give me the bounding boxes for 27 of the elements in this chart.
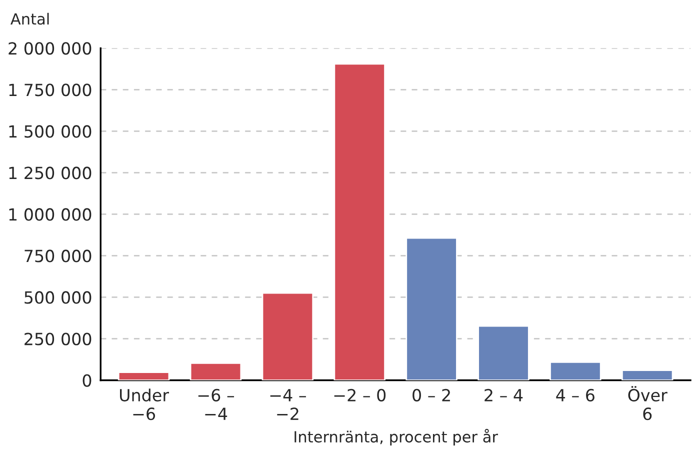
y-axis-title: Antal [10,12,49,25]
y-tick-label: 1 500 000 [9,125,92,138]
y-tick-label: 1 000 000 [9,208,92,221]
x-axis-title: Internränta, procent per år [294,428,498,446]
bar [406,237,458,380]
y-tick-label: 750 000 [24,250,92,262]
bar [621,370,674,380]
x-tick-label: 0 – 2 [412,388,450,402]
y-tick-label: 2 000 000 [8,42,92,55]
x-tick-label: −6 – −4 [198,388,234,420]
y-tick-label: 500 000 [24,291,92,304]
bar [550,361,602,380]
bar [262,292,314,380]
x-tick-label: 4 – 6 [556,388,594,402]
bar [190,362,242,380]
x-tick-label: Över 6 [628,386,668,420]
x-tick-label: Under −6 [120,388,170,420]
y-tick-label: 0 [82,374,92,387]
y-tick-label: 250 000 [24,332,92,346]
y-tick-label: 1 750 000 [9,84,92,96]
x-tick-label: −2 – 0 [334,388,386,402]
y-tick-label: 1 250 000 [9,166,92,180]
x-tick-label: −4 – −2 [270,389,306,420]
bar [334,63,386,380]
bar [118,372,170,380]
x-tick-label: 2 – 4 [484,388,523,402]
bar [478,325,530,380]
